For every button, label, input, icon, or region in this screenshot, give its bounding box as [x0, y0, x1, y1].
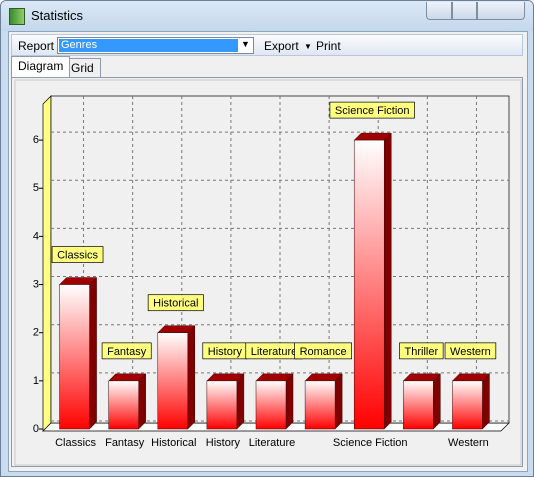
bar-side [138, 373, 146, 430]
x-tick-label: Historical [151, 437, 196, 449]
y-tick-label: 6 [33, 134, 39, 146]
value-label-box [444, 342, 497, 360]
y-tick-label: 0 [33, 423, 39, 435]
value-label-box [147, 294, 204, 312]
bar [353, 139, 385, 430]
bar-side [482, 373, 490, 430]
value-label-box [329, 101, 415, 119]
bar-side [285, 373, 294, 430]
export-button[interactable]: Export [264, 39, 299, 53]
x-tick-label: Fantasy [105, 437, 145, 449]
close-button[interactable] [477, 2, 525, 20]
title-bar: Statistics [1, 1, 533, 31]
bar [403, 380, 434, 430]
bar-side [334, 373, 343, 430]
bar-side [187, 325, 196, 430]
toolbar: Report Genres ▼ Export ▼ Print [11, 34, 523, 56]
value-label: Fantasy [107, 346, 147, 358]
value-label-box [51, 246, 104, 263]
y-tick-label: 1 [33, 375, 39, 387]
value-label-box [399, 342, 444, 360]
value-label: Classics [57, 249, 98, 261]
app-icon [9, 8, 25, 25]
report-value: Genres [59, 39, 238, 52]
value-label: History [208, 346, 243, 358]
value-label-box [101, 342, 152, 360]
x-tick-label: Literature [249, 437, 295, 449]
y-tick-label: 3 [33, 278, 39, 290]
maximize-button[interactable] [452, 2, 477, 20]
bar-side [383, 132, 392, 430]
x-tick-label: History [206, 437, 241, 449]
value-label: Western [450, 346, 491, 358]
report-label: Report [18, 39, 55, 53]
x-tick-label: Western [448, 437, 489, 449]
y-tick-label: 2 [33, 327, 39, 339]
tab[interactable]: Grid [64, 58, 101, 77]
bar [157, 332, 189, 430]
tab[interactable]: Diagram [11, 56, 71, 77]
value-label: Romance [300, 346, 347, 358]
value-label: Thriller [405, 346, 439, 358]
bar [304, 380, 336, 430]
bar-side [89, 276, 97, 430]
report-combo[interactable]: Genres ▼ [57, 37, 254, 54]
bar [255, 380, 287, 430]
left-wall [42, 95, 52, 432]
bar [108, 380, 139, 430]
bar-side [433, 373, 441, 430]
value-label: Science Fiction [335, 105, 410, 117]
value-label: Literature [251, 346, 297, 358]
x-tick-label: Science Fiction [333, 437, 408, 449]
minimize-button[interactable] [426, 2, 452, 20]
bar-side [236, 373, 245, 430]
bar [59, 284, 90, 430]
value-label: Historical [153, 298, 198, 310]
window-title: Statistics [31, 8, 84, 23]
bar [452, 380, 483, 430]
y-tick-label: 4 [33, 230, 39, 242]
bar [206, 380, 238, 430]
value-label-box [294, 342, 353, 360]
x-tick-label: Classics [55, 437, 96, 449]
y-tick-label: 5 [33, 182, 39, 194]
print-button[interactable]: Print [316, 39, 341, 53]
